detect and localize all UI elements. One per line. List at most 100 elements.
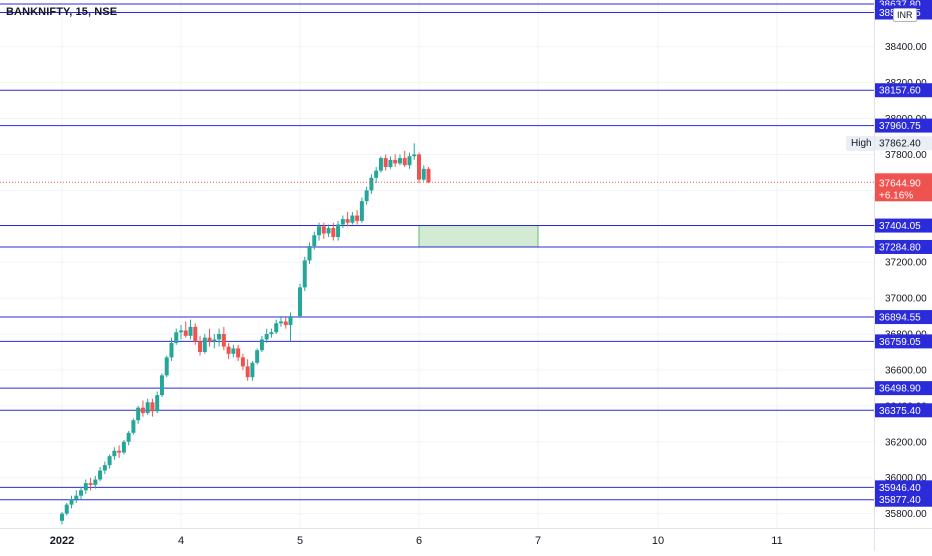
levels-layer bbox=[0, 3, 874, 501]
time-tick-label: 10 bbox=[652, 535, 664, 547]
candle-body bbox=[321, 226, 326, 234]
candle-body bbox=[183, 330, 188, 336]
candle-body bbox=[159, 375, 164, 396]
candle-body bbox=[188, 326, 193, 336]
candle-body bbox=[150, 402, 155, 412]
price-chart[interactable] bbox=[0, 0, 874, 528]
time-tick-label: 5 bbox=[297, 535, 303, 547]
price-tick-label: 36000.00 bbox=[885, 473, 927, 484]
level-price-label: 36498.90 bbox=[879, 384, 921, 395]
candle-body bbox=[259, 339, 264, 351]
level-price-label: 38157.60 bbox=[879, 86, 921, 97]
candle-body bbox=[102, 465, 107, 471]
candle-body bbox=[412, 154, 417, 157]
high-price-tag bbox=[875, 136, 932, 151]
level-price-label: 35946.40 bbox=[879, 483, 921, 494]
candle-body bbox=[169, 343, 174, 358]
candle-body bbox=[136, 407, 141, 421]
candle-body bbox=[107, 456, 112, 466]
time-tick-label: 4 bbox=[178, 535, 184, 547]
candle-body bbox=[198, 341, 203, 352]
level-price-tag[interactable] bbox=[875, 218, 932, 233]
price-tick-label: 36200.00 bbox=[885, 437, 927, 448]
candle-body bbox=[326, 228, 331, 234]
level-price-label: 38637.80 bbox=[879, 0, 921, 10]
time-axis-ticks: 2022 4 5 6 7 10 11 bbox=[50, 535, 783, 547]
level-price-tag[interactable] bbox=[875, 0, 932, 11]
candle-body bbox=[355, 215, 360, 221]
price-axis[interactable]: 35800.0036000.0036200.0036400.0036600.00… bbox=[874, 0, 932, 528]
candle-body bbox=[397, 158, 402, 164]
candle-body bbox=[140, 407, 145, 414]
grid-layer bbox=[0, 0, 874, 528]
level-price-tag[interactable] bbox=[875, 118, 932, 133]
candle-body bbox=[240, 357, 245, 367]
candle-body bbox=[221, 334, 226, 347]
level-price-label: 36375.40 bbox=[879, 406, 921, 417]
time-axis[interactable]: 2022 4 5 6 7 10 11 bbox=[0, 528, 874, 551]
candle-body bbox=[388, 159, 393, 168]
symbol-title[interactable]: BANKNIFTY, 15, NSE bbox=[6, 6, 118, 18]
level-price-tag[interactable] bbox=[875, 381, 932, 396]
candle-body bbox=[288, 316, 293, 326]
candle-body bbox=[417, 154, 421, 180]
level-price-tag[interactable] bbox=[875, 239, 932, 254]
candle-body bbox=[126, 432, 131, 442]
candle-body bbox=[359, 201, 364, 221]
candle-body bbox=[402, 158, 407, 166]
candle-body bbox=[336, 224, 341, 238]
candle-body bbox=[378, 158, 383, 171]
candle-body bbox=[231, 348, 236, 354]
price-tick-label: 37800.00 bbox=[885, 150, 927, 161]
price-tick-label: 35800.00 bbox=[885, 509, 927, 520]
candle-body bbox=[364, 190, 369, 202]
candle-body bbox=[269, 332, 274, 335]
high-marker-label: High bbox=[846, 136, 874, 151]
price-axis-level-labels: 38637.8038590.3538157.6037960.7537404.05… bbox=[875, 0, 932, 507]
level-price-label: 35877.40 bbox=[879, 495, 921, 506]
demand-zone-rect[interactable] bbox=[418, 225, 539, 248]
candle-body bbox=[383, 158, 388, 168]
candle-body bbox=[79, 490, 84, 496]
candle-body bbox=[93, 479, 98, 485]
candle-body bbox=[207, 337, 212, 342]
candle-body bbox=[98, 470, 103, 480]
candle-body bbox=[60, 513, 64, 521]
price-tick-label: 38400.00 bbox=[885, 42, 927, 53]
level-price-label: 37404.05 bbox=[879, 221, 921, 232]
level-price-label: 36894.55 bbox=[879, 313, 921, 324]
price-change-label: +6.16% bbox=[879, 190, 913, 201]
candle-body bbox=[283, 321, 288, 326]
chart-area[interactable]: BANKNIFTY, 15, NSE High bbox=[0, 0, 874, 528]
candle-body bbox=[393, 159, 398, 164]
time-tick-label: 2022 bbox=[50, 535, 74, 547]
candle-body bbox=[345, 219, 350, 223]
candle-body bbox=[83, 483, 88, 491]
candle-body bbox=[64, 504, 69, 514]
level-price-tag[interactable] bbox=[875, 403, 932, 418]
price-axis-scale[interactable]: 35800.0036000.0036200.0036400.0036600.00… bbox=[875, 0, 932, 528]
currency-badge[interactable]: INR bbox=[893, 8, 917, 22]
candle-body bbox=[312, 235, 317, 247]
price-tick-label: 36600.00 bbox=[885, 365, 927, 376]
level-price-label: 37284.80 bbox=[879, 242, 921, 253]
candle-body bbox=[88, 483, 93, 485]
candles-layer bbox=[60, 143, 431, 525]
level-price-tag[interactable] bbox=[875, 492, 932, 507]
candle-body bbox=[245, 366, 250, 378]
candle-body bbox=[255, 350, 260, 363]
candle-body bbox=[179, 330, 183, 333]
level-price-tag[interactable] bbox=[875, 334, 932, 349]
candle-body bbox=[74, 495, 79, 500]
candle-body bbox=[298, 287, 302, 317]
candle-body bbox=[426, 168, 431, 183]
level-price-tag[interactable] bbox=[875, 83, 932, 98]
candle-body bbox=[307, 246, 312, 261]
candle-body bbox=[117, 450, 122, 453]
time-axis-scale[interactable]: 2022 4 5 6 7 10 11 bbox=[0, 529, 874, 551]
candle-body bbox=[193, 326, 198, 342]
candle-body bbox=[69, 499, 74, 505]
level-price-tag[interactable] bbox=[875, 310, 932, 325]
level-price-tag[interactable] bbox=[875, 480, 932, 495]
candle-body bbox=[278, 321, 283, 324]
